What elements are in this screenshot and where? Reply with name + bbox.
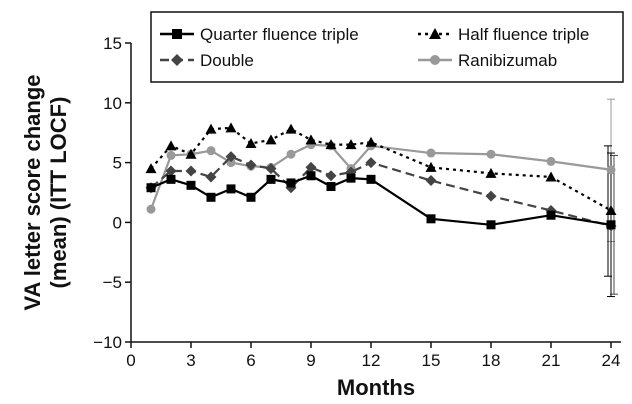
data-point	[305, 161, 317, 173]
legend-label: Half fluence triple	[458, 25, 589, 44]
data-point	[265, 134, 277, 145]
data-point	[285, 123, 297, 134]
legend-label: Double	[200, 51, 254, 70]
legend-marker	[171, 54, 183, 66]
data-point	[225, 151, 237, 163]
x-tick-label: 15	[422, 351, 441, 370]
data-point	[206, 192, 216, 202]
legend-label: Quarter fluence triple	[200, 25, 359, 44]
data-point	[485, 167, 497, 178]
data-point	[325, 170, 337, 182]
y-tick-label: 0	[113, 213, 122, 232]
data-point	[486, 149, 496, 159]
data-point	[486, 220, 496, 230]
series-line	[150, 174, 612, 226]
data-point	[165, 165, 177, 177]
data-point	[146, 183, 156, 193]
series-lines	[145, 122, 617, 232]
x-tick-label: 21	[542, 351, 561, 370]
y-tick-label: 15	[103, 34, 122, 53]
data-point	[306, 171, 316, 181]
legend-box	[150, 11, 624, 83]
data-point	[265, 163, 277, 175]
data-point	[425, 161, 437, 172]
x-tick-label: 24	[602, 351, 621, 370]
data-point	[166, 174, 176, 184]
y-axis-title-line2: (mean) (ITT LOCF)	[46, 97, 71, 289]
data-point	[325, 139, 337, 150]
data-point	[286, 149, 296, 159]
data-point	[246, 192, 256, 202]
data-point	[426, 214, 436, 224]
data-point	[185, 148, 197, 159]
y-tick-label: −5	[103, 273, 122, 292]
axes: −10 −5 0 5 10 15 0 3 6 9 12 15 18 21 24	[93, 34, 621, 370]
data-point	[366, 174, 376, 184]
series-line	[150, 126, 612, 212]
data-point	[206, 146, 216, 156]
data-point	[166, 150, 176, 160]
data-point	[245, 159, 257, 171]
data-point	[365, 157, 377, 169]
x-tick-label: 18	[482, 351, 501, 370]
data-point	[606, 165, 616, 175]
data-point	[546, 210, 556, 220]
x-tick-label: 6	[246, 351, 255, 370]
data-point	[286, 178, 296, 188]
legend-marker	[430, 55, 440, 65]
x-tick-label: 12	[362, 351, 381, 370]
y-axis-title-line1: VA letter score change	[20, 75, 45, 311]
series-line	[150, 155, 612, 228]
data-point	[186, 180, 196, 190]
data-point	[346, 173, 356, 183]
x-tick-label: 9	[306, 351, 315, 370]
x-axis-title: Months	[337, 375, 415, 400]
data-point	[605, 204, 617, 215]
data-point	[606, 220, 616, 230]
data-point	[145, 163, 157, 174]
y-tick-label: 5	[113, 154, 122, 173]
legend: Quarter fluence triple Half fluence tripl…	[150, 11, 624, 83]
data-point	[365, 136, 377, 147]
data-point	[426, 148, 436, 158]
series-line	[149, 143, 612, 210]
data-point	[266, 174, 276, 184]
data-point	[205, 171, 217, 183]
data-point	[545, 171, 557, 182]
x-tick-label: 3	[186, 351, 195, 370]
data-point	[225, 122, 237, 133]
x-tick-label: 0	[126, 351, 135, 370]
y-tick-label: 10	[103, 94, 122, 113]
data-point	[245, 137, 257, 148]
legend-marker	[429, 28, 441, 39]
data-point	[425, 175, 437, 187]
data-point	[345, 139, 357, 150]
error-bars	[604, 98, 618, 298]
data-point	[485, 190, 497, 202]
data-point	[165, 140, 177, 151]
data-point	[326, 182, 336, 192]
data-point	[185, 165, 197, 177]
data-point	[546, 156, 556, 166]
series-quarter-fluence-triple	[146, 171, 616, 230]
data-point	[205, 123, 217, 134]
data-point	[305, 134, 317, 145]
y-tick-label: −10	[93, 333, 122, 352]
data-point	[146, 204, 156, 214]
data-point	[226, 184, 236, 194]
legend-label: Ranibizumab	[458, 51, 557, 70]
series-double	[145, 151, 617, 232]
legend-marker	[172, 29, 182, 39]
series-half-fluence-triple	[145, 122, 617, 215]
